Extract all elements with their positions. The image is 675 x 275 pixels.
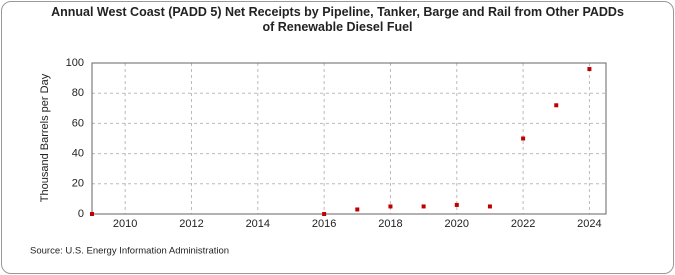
x-tick-label: 2014 — [246, 218, 270, 230]
y-tick-label: 80 — [72, 87, 84, 99]
point — [554, 103, 559, 108]
plot-border — [91, 62, 607, 215]
x-tick-label: 2010 — [113, 218, 137, 230]
point — [587, 67, 592, 72]
x-tick-label: 2024 — [577, 218, 601, 230]
point — [421, 204, 426, 209]
point — [322, 212, 327, 216]
y-tick-label: 0 — [78, 208, 84, 220]
y-tick-label: 40 — [72, 148, 84, 160]
point — [355, 207, 360, 212]
x-tick-label: 2020 — [445, 218, 469, 230]
y-tick-label: 100 — [66, 57, 84, 69]
point — [521, 136, 526, 141]
x-tick-label: 2016 — [312, 218, 336, 230]
point — [487, 204, 492, 209]
y-tick-label: 20 — [72, 178, 84, 190]
x-tick-label: 2022 — [511, 218, 535, 230]
x-tick-label: 2012 — [179, 218, 203, 230]
point — [388, 204, 393, 209]
point — [454, 202, 459, 207]
chart-title: Annual West Coast (PADD 5) Net Receipts … — [51, 5, 624, 34]
y-axis-label: Thousand Barrels per Day — [39, 73, 51, 202]
point — [90, 212, 94, 216]
source: Source: U.S. Energy Information Administ… — [30, 246, 229, 257]
x-tick-label: 2018 — [378, 218, 402, 230]
y-tick-label: 60 — [72, 117, 84, 129]
